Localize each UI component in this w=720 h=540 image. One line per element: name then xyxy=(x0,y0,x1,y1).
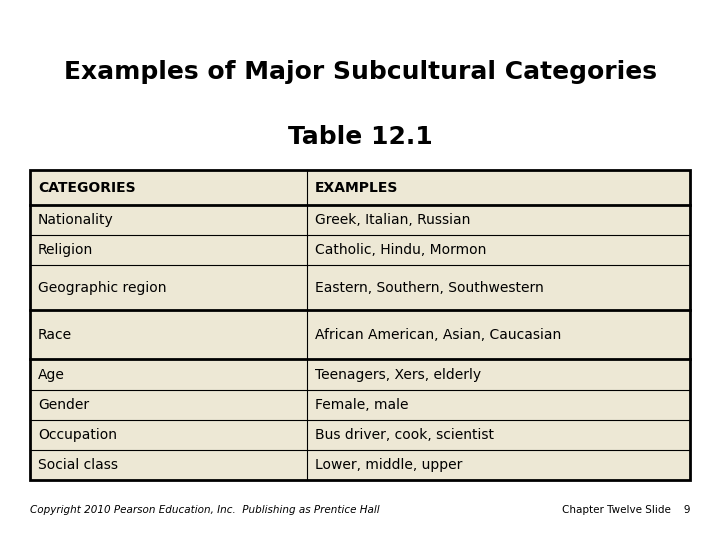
Text: Occupation: Occupation xyxy=(38,428,117,442)
Bar xyxy=(30,170,690,480)
Text: Bus driver, cook, scientist: Bus driver, cook, scientist xyxy=(315,428,494,442)
Text: EXAMPLES: EXAMPLES xyxy=(315,180,399,194)
Text: Teenagers, Xers, elderly: Teenagers, Xers, elderly xyxy=(315,368,482,382)
Text: Eastern, Southern, Southwestern: Eastern, Southern, Southwestern xyxy=(315,281,544,295)
Text: Gender: Gender xyxy=(38,397,89,411)
Text: African American, Asian, Caucasian: African American, Asian, Caucasian xyxy=(315,328,562,342)
Text: Examples of Major Subcultural Categories: Examples of Major Subcultural Categories xyxy=(63,60,657,84)
Text: Nationality: Nationality xyxy=(38,213,114,227)
Text: Catholic, Hindu, Mormon: Catholic, Hindu, Mormon xyxy=(315,243,487,257)
Text: Geographic region: Geographic region xyxy=(38,281,166,295)
Text: Religion: Religion xyxy=(38,243,94,257)
Text: CATEGORIES: CATEGORIES xyxy=(38,180,135,194)
Text: Chapter Twelve Slide    9: Chapter Twelve Slide 9 xyxy=(562,505,690,515)
Text: Lower, middle, upper: Lower, middle, upper xyxy=(315,458,462,472)
Text: Race: Race xyxy=(38,328,72,342)
Text: Social class: Social class xyxy=(38,458,118,472)
Text: Female, male: Female, male xyxy=(315,397,409,411)
Text: Age: Age xyxy=(38,368,65,382)
Text: Greek, Italian, Russian: Greek, Italian, Russian xyxy=(315,213,471,227)
Text: Copyright 2010 Pearson Education, Inc.  Publishing as Prentice Hall: Copyright 2010 Pearson Education, Inc. P… xyxy=(30,505,379,515)
Text: Table 12.1: Table 12.1 xyxy=(287,125,433,149)
Bar xyxy=(30,170,690,480)
